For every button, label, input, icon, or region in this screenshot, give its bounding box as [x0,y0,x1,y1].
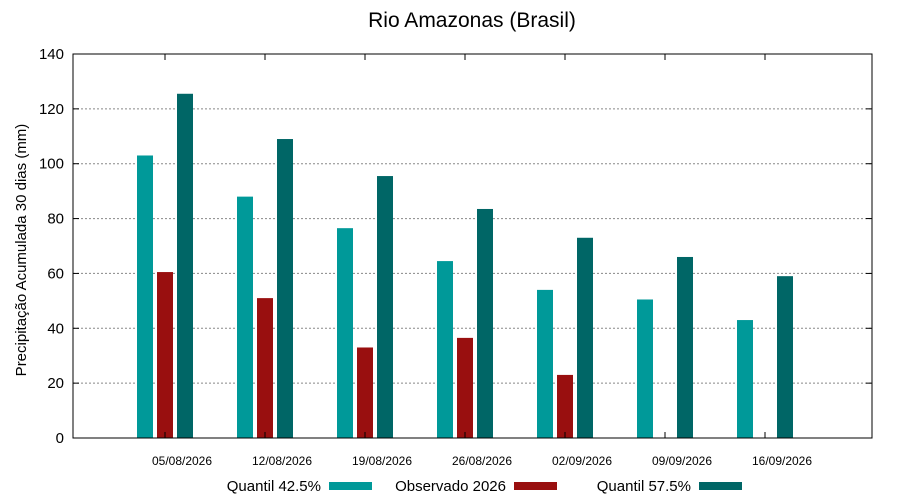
y-tick-label: 100 [39,156,64,173]
bar-3-1 [177,93,193,439]
legend-label: Observado 2026 [395,478,506,495]
bar-3-6 [677,256,693,438]
x-tick-label: 26/08/2026 [452,454,512,468]
y-tick-label: 0 [56,430,64,447]
y-axis-label: Precipitação Acumulada 30 dias (mm) [13,124,30,377]
x-tick-label: 16/09/2026 [752,454,812,468]
bar-2-5 [557,374,573,438]
y-tick-label: 140 [39,46,64,63]
x-tick-label: 19/08/2026 [352,454,412,468]
bars [137,93,793,439]
bar-3-7 [777,276,793,438]
bar-1-3 [337,228,353,438]
plot-frame [72,53,873,439]
bar-3-4 [477,208,493,438]
x-axis: 05/08/2026 12/08/2026 19/08/2026 26/08/2026… [152,54,812,468]
bar-1-5 [537,289,553,438]
bar-3-5 [577,237,593,438]
bar-2-2 [257,298,273,438]
x-tick-label: 12/08/2026 [252,454,312,468]
bar-2-3 [357,347,373,438]
y-tick-label: 20 [47,375,64,392]
legend-swatch [329,482,372,490]
bar-3-2 [277,139,293,438]
legend-label: Quantil 57.5% [597,478,691,495]
bar-3-3 [377,176,393,439]
x-tick-label: 05/08/2026 [152,454,212,468]
y-axis: 0 20 40 60 80 100 120 140 [39,46,872,447]
legend-label: Quantil 42.5% [227,478,321,495]
bar-1-7 [737,320,753,438]
bar-1-1 [137,155,153,438]
bar-1-2 [237,196,253,438]
legend-swatch [699,482,742,490]
y-tick-label: 60 [47,265,64,282]
bar-1-6 [637,299,653,438]
y-tick-label: 80 [47,211,64,228]
y-tick-label: 40 [47,320,64,337]
bar-2-4 [457,337,473,438]
x-tick-label: 02/09/2026 [552,454,612,468]
bar-2-1 [157,272,173,438]
legend: Quantil 42.5% Observado 2026 Quantil 57.5% [227,478,742,495]
bar-1-4 [437,261,453,438]
y-tick-label: 120 [39,101,64,118]
x-tick-label: 09/09/2026 [652,454,712,468]
legend-swatch [514,482,557,490]
chart-title: Rio Amazonas (Brasil) [368,9,576,32]
